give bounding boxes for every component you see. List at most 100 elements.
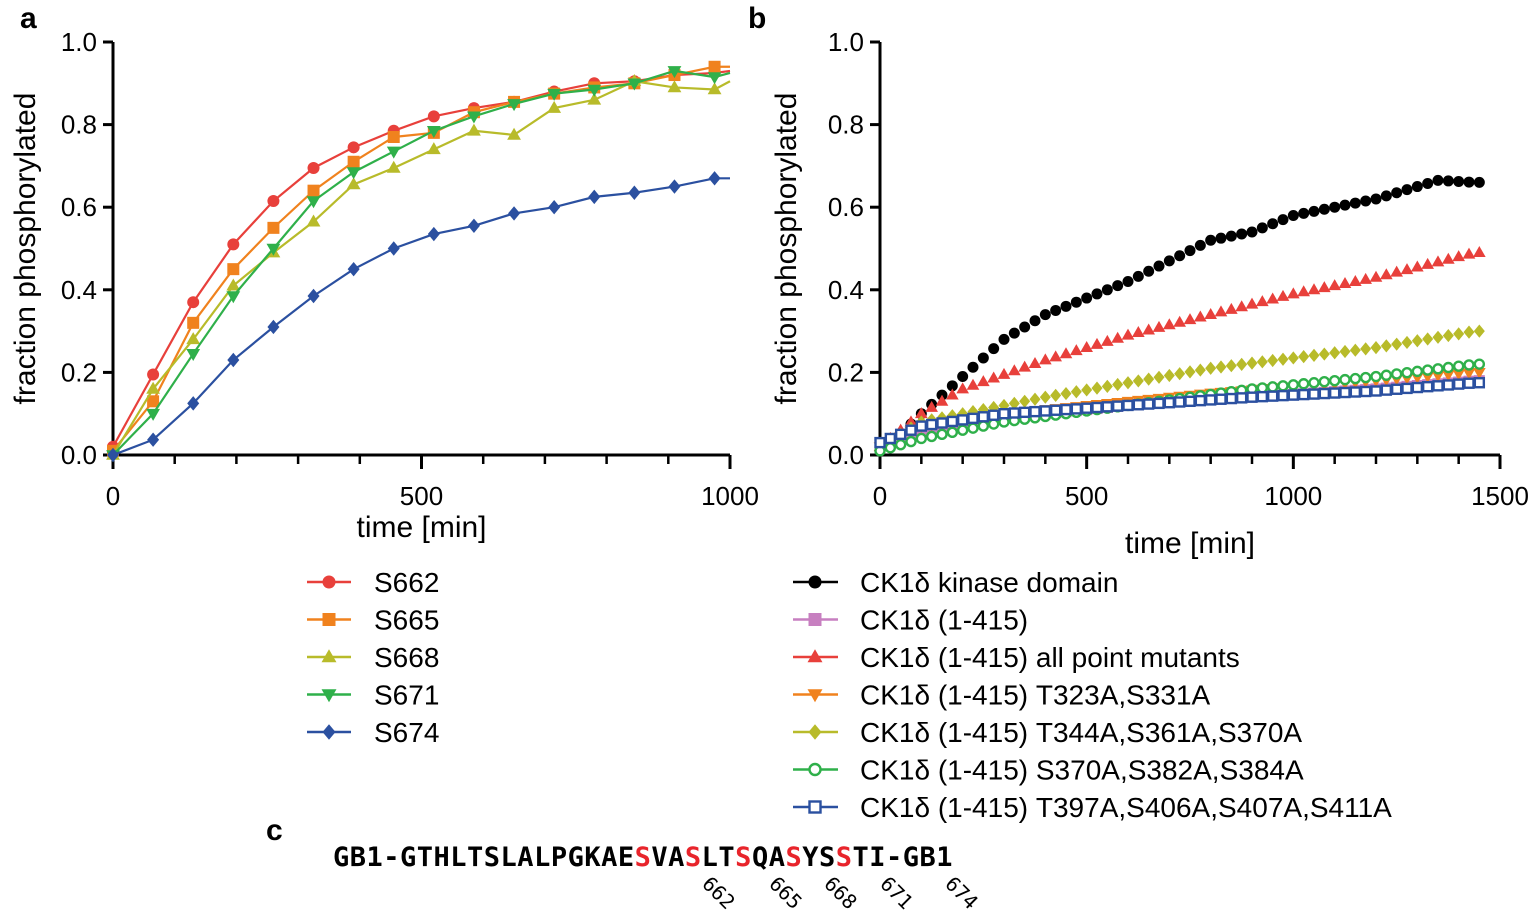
data-point-CK1δ kinase domain <box>1442 175 1454 187</box>
series-line-S665 <box>112 65 730 452</box>
data-point-CK1δ (1-415) S370A,S382A,S384A <box>1266 381 1279 393</box>
data-point-S671 <box>707 72 722 85</box>
data-point-CK1δ kinase domain <box>1256 222 1268 234</box>
data-point-CK1δ (1-415) all point mutants <box>1245 297 1259 309</box>
data-point-CK1δ (1-415) T344A,S361A,S370A <box>1473 324 1485 338</box>
data-point-CK1δ (1-415) S370A,S382A,S384A <box>946 426 959 438</box>
data-point-CK1δ (1-415) T397A,S406A,S407A,S411A <box>1049 404 1062 416</box>
data-point-CK1δ (1-415) all point mutants <box>1235 300 1248 312</box>
data-point-S674 <box>708 171 721 186</box>
data-point-CK1δ (1-415) T344A,S361A,S370A <box>1143 372 1155 386</box>
data-point-CK1δ (1-415) S370A,S382A,S384A <box>915 432 928 445</box>
x-axis-label: time [min] <box>1125 527 1255 560</box>
data-point-S674 <box>147 432 160 447</box>
data-point-CK1δ (1-415) S370A,S382A,S384A <box>1463 359 1475 371</box>
data-point-CK1δ (1-415) T397A,S406A,S407A,S411A <box>1359 385 1372 398</box>
panel-label-b: b <box>748 2 766 35</box>
data-point-S674 <box>628 185 641 200</box>
data-point-CK1δ kinase domain <box>1039 309 1051 321</box>
data-point-S662 <box>267 195 280 208</box>
data-point-CK1δ (1-415) T344A,S361A,S370A <box>1236 357 1248 371</box>
data-point-S674 <box>588 189 601 205</box>
data-point-CK1δ (1-415) all point mutants <box>1442 252 1455 264</box>
data-point-CK1δ kinase domain <box>1329 201 1341 213</box>
legend-marker <box>322 613 336 626</box>
data-point-CK1δ (1-415) T397A,S406A,S407A,S411A <box>894 428 907 441</box>
y-tick-label: 0.4 <box>828 275 864 305</box>
data-point-CK1δ (1-415) T397A,S406A,S407A,S411A <box>1308 388 1320 400</box>
data-point-CK1δ kinase domain <box>1339 199 1351 211</box>
data-point-CK1δ (1-415) T397A,S406A,S407A,S411A <box>1473 377 1486 389</box>
y-tick-label: 0.0 <box>61 440 97 470</box>
data-point-CK1δ (1-415) all point mutants <box>1390 265 1403 277</box>
data-point-CK1δ (1-415) S370A,S382A,S384A <box>1401 366 1413 379</box>
data-point-CK1δ (1-415) T344A,S361A,S370A <box>1050 388 1062 402</box>
data-point-CK1δ (1-415) S370A,S382A,S384A <box>1297 378 1310 390</box>
data-point-CK1δ kinase domain <box>1101 284 1113 296</box>
data-point-CK1δ (1-415) all point mutants <box>1462 247 1476 259</box>
data-point-CK1δ (1-415) T397A,S406A,S407A,S411A <box>998 408 1010 420</box>
data-point-CK1δ (1-415) T397A,S406A,S407A,S411A <box>1039 405 1052 417</box>
data-point-CK1δ (1-415) T397A,S406A,S407A,S411A <box>915 420 928 432</box>
data-point-CK1δ (1-415) T344A,S361A,S370A <box>1453 327 1465 341</box>
legend-label: S674 <box>374 717 439 748</box>
data-point-CK1δ (1-415) S370A,S382A,S384A <box>1328 374 1341 387</box>
y-tick-label: 0.0 <box>828 440 864 470</box>
data-point-CK1δ (1-415) T397A,S406A,S407A,S411A <box>1080 402 1093 414</box>
data-point-CK1δ (1-415) all point mutants <box>1287 287 1300 299</box>
data-point-CK1δ (1-415) T344A,S361A,S370A <box>1422 332 1434 346</box>
data-point-CK1δ (1-415) T344A,S361A,S370A <box>1019 394 1031 408</box>
data-point-CK1δ (1-415) all point mutants <box>1266 292 1279 304</box>
data-point-S665 <box>147 395 160 408</box>
sequence-segment: LT <box>701 842 736 873</box>
data-point-CK1δ (1-415) all point mutants <box>1111 331 1124 343</box>
data-point-CK1δ (1-415) T344A,S361A,S370A <box>1463 325 1475 339</box>
data-point-CK1δ (1-415) S370A,S382A,S384A <box>967 422 979 434</box>
data-point-CK1δ (1-415) T344A,S361A,S370A <box>1411 334 1423 348</box>
data-point-CK1δ (1-415) all point mutants <box>1256 295 1269 307</box>
data-point-CK1δ (1-415) T344A,S361A,S370A <box>1370 341 1382 355</box>
data-point-CK1δ (1-415) T344A,S361A,S370A <box>1101 379 1113 393</box>
data-point-CK1δ (1-415) all point mutants <box>1049 350 1062 362</box>
y-tick-label: 1.0 <box>828 27 864 57</box>
chart-b: 0.0 0.2 0.4 0.6 0.8 1.0 0 500 1000 1500 time [min]… <box>770 27 1529 560</box>
data-point-CK1δ (1-415) T323A,S331A <box>1462 368 1476 380</box>
data-point-CK1δ (1-415) T397A,S406A,S407A,S411A <box>1318 387 1331 400</box>
data-point-CK1δ (1-415) T344A,S361A,S370A <box>1391 337 1403 351</box>
data-point-CK1δ (1-415) all point mutants <box>1132 326 1145 338</box>
data-point-S671 <box>426 125 441 138</box>
data-point-CK1δ (1-415) S370A,S382A,S384A <box>1370 370 1382 383</box>
data-point-CK1δ kinase domain <box>1318 203 1330 215</box>
data-point-CK1δ (1-415) T344A,S361A,S370A <box>1070 385 1082 399</box>
data-point-CK1δ kinase domain <box>1246 226 1258 238</box>
data-point-CK1δ (1-415) T323A,S331A <box>1452 369 1465 381</box>
data-point-S662 <box>307 161 320 174</box>
sequence-segment: YS <box>802 842 836 873</box>
data-point-CK1δ kinase domain <box>988 343 1000 355</box>
data-point-CK1δ (1-415) all point mutants <box>1421 257 1434 269</box>
data-point-S665 <box>187 316 200 329</box>
data-point-S671 <box>587 84 602 97</box>
data-point-S671 <box>306 196 321 209</box>
data-point-CK1δ (1-415) all point mutants <box>1297 285 1310 297</box>
data-point-CK1δ (1-415) S370A,S382A,S384A <box>1349 372 1362 385</box>
y-axis-label: fraction phosphorylated <box>9 93 42 405</box>
legend-a: S662 S665 S668 S671 S674 <box>307 567 439 748</box>
data-point-CK1δ kinase domain <box>998 333 1010 345</box>
data-point-CK1δ (1-415) T344A,S361A,S370A <box>1246 356 1258 370</box>
data-point-CK1δ (1-415) T397A,S406A,S407A,S411A <box>1111 400 1124 412</box>
data-point-CK1δ (1-415) T397A,S406A,S407A,S411A <box>1442 379 1455 391</box>
data-point-CK1δ kinase domain <box>1070 296 1082 308</box>
legend-label: CK1δ (1-415) all point mutants <box>860 642 1240 673</box>
data-point-CK1δ (1-415) S370A,S382A,S384A <box>977 420 990 432</box>
data-point-CK1δ (1-415) all point mutants <box>1328 279 1341 291</box>
data-point-CK1δ (1-415) T344A,S361A,S370A <box>1287 351 1299 365</box>
data-point-CK1δ (1-415) S370A,S382A,S384A <box>1318 375 1331 388</box>
data-point-CK1δ (1-415) T397A,S406A,S407A,S411A <box>1390 383 1403 395</box>
data-point-S671 <box>346 167 361 180</box>
sequence-segment: VA <box>651 842 685 873</box>
phospho-site: S <box>634 842 652 873</box>
legend-label: CK1δ (1-415) T397A,S406A,S407A,S411A <box>860 792 1392 823</box>
data-point-CK1δ kinase domain <box>967 361 979 373</box>
data-point-S671 <box>547 88 562 101</box>
